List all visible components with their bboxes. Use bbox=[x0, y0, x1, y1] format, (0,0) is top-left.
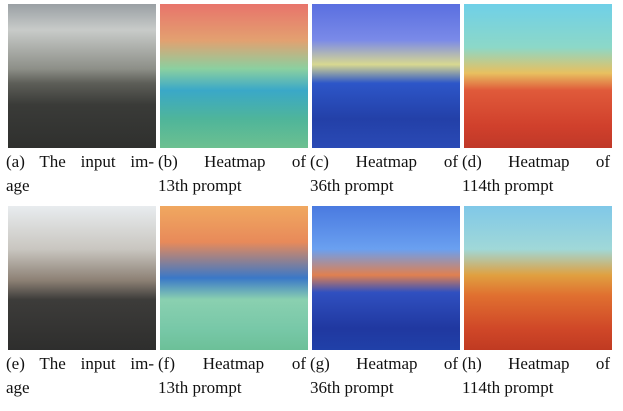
caption-line: (a) The input im- bbox=[6, 150, 154, 174]
caption: (a) The input im-age bbox=[6, 150, 154, 198]
caption-line: (b) Heatmap of bbox=[158, 150, 306, 174]
figure-image bbox=[312, 4, 460, 148]
caption-line: (f) Heatmap of bbox=[158, 352, 306, 376]
caption-line: age bbox=[6, 174, 154, 198]
caption-line: 114th prompt bbox=[462, 376, 610, 400]
figure-image bbox=[8, 206, 156, 350]
caption-line: (c) Heatmap of bbox=[310, 150, 458, 174]
caption: (e) The input im-age bbox=[6, 352, 154, 400]
caption-line: (e) The input im- bbox=[6, 352, 154, 376]
caption-line: age bbox=[6, 376, 154, 400]
caption-line: 36th prompt bbox=[310, 376, 458, 400]
figure-image bbox=[8, 4, 156, 148]
figure-image bbox=[312, 206, 460, 350]
figure-image bbox=[464, 4, 612, 148]
figure-image bbox=[160, 4, 308, 148]
figure: (a) The input im-age(b) Heatmap of13th p… bbox=[0, 0, 623, 411]
figure-image bbox=[160, 206, 308, 350]
caption-line: (g) Heatmap of bbox=[310, 352, 458, 376]
caption-line: 13th prompt bbox=[158, 174, 306, 198]
caption-line: 13th prompt bbox=[158, 376, 306, 400]
caption-line: 114th prompt bbox=[462, 174, 610, 198]
caption-line: 36th prompt bbox=[310, 174, 458, 198]
caption-line: (h) Heatmap of bbox=[462, 352, 610, 376]
caption-line: (d) Heatmap of bbox=[462, 150, 610, 174]
figure-image bbox=[464, 206, 612, 350]
